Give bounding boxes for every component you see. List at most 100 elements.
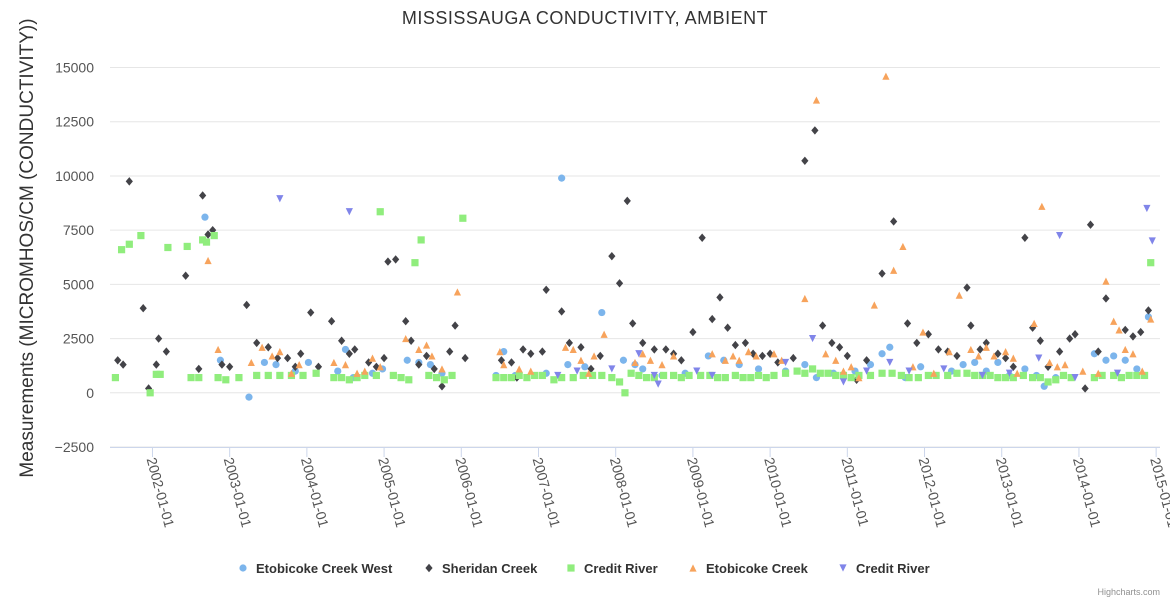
legend-symbol-icon[interactable] <box>839 564 847 572</box>
data-point[interactable] <box>426 361 435 369</box>
data-point[interactable] <box>376 208 384 216</box>
data-point[interactable] <box>982 338 990 348</box>
data-point[interactable] <box>646 356 655 364</box>
data-point[interactable] <box>137 231 145 240</box>
data-point[interactable] <box>403 356 411 364</box>
data-point[interactable] <box>708 350 716 358</box>
data-point[interactable] <box>650 345 658 354</box>
data-point[interactable] <box>598 371 606 380</box>
legend-symbol-icon[interactable] <box>689 564 697 572</box>
legend-item[interactable]: Credit River <box>839 561 930 576</box>
data-point[interactable] <box>304 358 313 367</box>
data-point[interactable] <box>507 374 516 382</box>
data-point[interactable] <box>538 347 546 356</box>
data-point[interactable] <box>793 367 801 375</box>
data-point[interactable] <box>735 356 743 364</box>
data-point[interactable] <box>903 319 912 328</box>
data-point[interactable] <box>863 367 871 375</box>
data-point[interactable] <box>770 350 778 358</box>
data-point[interactable] <box>114 356 122 365</box>
data-point[interactable] <box>990 352 998 360</box>
data-point[interactable] <box>878 269 886 278</box>
data-point[interactable] <box>111 374 120 382</box>
legend-symbol-icon[interactable] <box>567 564 575 572</box>
data-point[interactable] <box>345 208 353 216</box>
data-point[interactable] <box>955 291 963 299</box>
data-point[interactable] <box>953 351 961 361</box>
data-point[interactable] <box>940 365 948 373</box>
data-point[interactable] <box>1133 371 1141 380</box>
data-point[interactable] <box>397 374 405 382</box>
data-point[interactable] <box>754 371 763 380</box>
data-point[interactable] <box>1009 374 1017 382</box>
data-point[interactable] <box>577 343 585 352</box>
data-point[interactable] <box>1098 371 1106 380</box>
data-point[interactable] <box>199 191 207 200</box>
data-point[interactable] <box>615 279 624 288</box>
data-point[interactable] <box>890 217 898 226</box>
data-point[interactable] <box>1102 277 1110 285</box>
data-point[interactable] <box>1053 363 1061 371</box>
data-point[interactable] <box>596 351 604 361</box>
data-point[interactable] <box>721 374 729 382</box>
data-point[interactable] <box>1019 371 1027 380</box>
data-point[interactable] <box>214 374 222 382</box>
data-point[interactable] <box>642 374 651 382</box>
data-point[interactable] <box>1052 376 1060 384</box>
data-point[interactable] <box>1138 367 1146 375</box>
legend-symbol-icon[interactable] <box>239 564 247 572</box>
data-point[interactable] <box>627 369 635 377</box>
data-point[interactable] <box>741 338 750 348</box>
data-point[interactable] <box>963 369 971 377</box>
data-point[interactable] <box>273 353 282 363</box>
data-point[interactable] <box>204 230 212 239</box>
data-point[interactable] <box>119 360 127 369</box>
legend-label[interactable]: Credit River <box>856 561 930 576</box>
data-point[interactable] <box>724 323 732 332</box>
data-point[interactable] <box>635 371 643 380</box>
data-point[interactable] <box>295 361 303 369</box>
data-point[interactable] <box>1129 332 1137 341</box>
legend-label[interactable]: Etobicoke Creek <box>706 561 809 576</box>
data-point[interactable] <box>706 371 714 380</box>
data-point[interactable] <box>839 371 848 380</box>
data-point[interactable] <box>573 367 581 375</box>
legend-label[interactable]: Etobicoke Creek West <box>256 561 393 576</box>
data-point[interactable] <box>878 369 886 377</box>
legend[interactable]: Etobicoke Creek West Sheridan Creek Credit… <box>239 561 930 576</box>
data-point[interactable] <box>561 343 570 351</box>
data-point[interactable] <box>415 345 423 354</box>
data-point[interactable] <box>976 345 984 354</box>
legend-item[interactable]: Etobicoke Creek West <box>239 561 393 576</box>
data-point[interactable] <box>440 376 448 384</box>
data-point[interactable] <box>327 317 336 326</box>
data-point[interactable] <box>272 361 280 369</box>
data-point[interactable] <box>417 236 425 244</box>
data-point[interactable] <box>353 374 361 382</box>
data-point[interactable] <box>218 360 226 369</box>
data-point[interactable] <box>662 345 670 354</box>
data-point[interactable] <box>1021 233 1029 242</box>
data-point[interactable] <box>307 308 315 317</box>
data-point[interactable] <box>816 369 824 377</box>
data-point[interactable] <box>341 345 350 354</box>
data-point[interactable] <box>209 225 217 235</box>
data-point[interactable] <box>982 343 990 351</box>
data-point[interactable] <box>376 363 384 371</box>
data-point[interactable] <box>579 371 587 380</box>
data-point[interactable] <box>744 347 753 356</box>
data-point[interactable] <box>1030 319 1038 327</box>
data-point[interactable] <box>778 356 786 364</box>
data-point[interactable] <box>253 371 261 380</box>
data-point[interactable] <box>1125 371 1133 380</box>
data-point[interactable] <box>978 371 987 380</box>
data-point[interactable] <box>527 367 535 375</box>
data-point[interactable] <box>905 374 913 382</box>
data-point[interactable] <box>195 374 203 382</box>
data-point[interactable] <box>819 321 827 330</box>
data-point[interactable] <box>919 328 927 336</box>
data-point[interactable] <box>245 393 253 401</box>
data-point[interactable] <box>297 349 305 358</box>
data-point[interactable] <box>299 371 307 380</box>
data-point[interactable] <box>971 358 979 367</box>
